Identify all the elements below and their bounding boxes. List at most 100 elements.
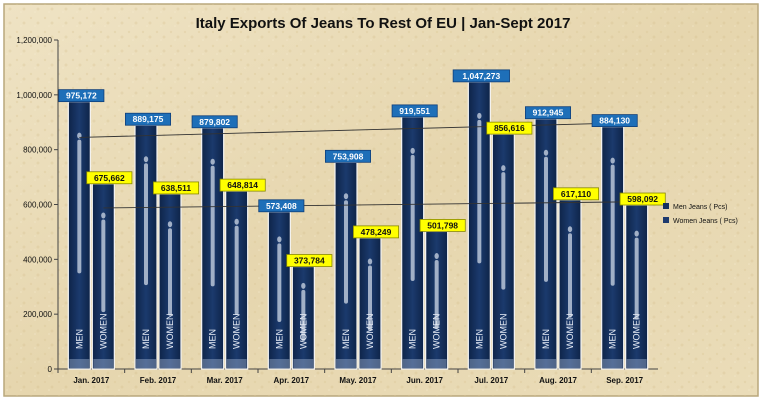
- svg-text:478,249: 478,249: [361, 227, 392, 237]
- svg-text:638,511: 638,511: [161, 183, 192, 193]
- x-tick-label: Aug. 2017: [539, 376, 577, 385]
- bar-women: WOMEN: [91, 183, 115, 370]
- bar-women: WOMEN: [558, 199, 582, 370]
- bar-text-men: MEN: [141, 329, 151, 349]
- data-label-women: 501,798: [419, 219, 466, 232]
- bar-women: WOMEN: [425, 230, 449, 370]
- bar-base-highlight: [469, 359, 490, 368]
- bar-base-highlight: [226, 359, 247, 368]
- svg-text:617,110: 617,110: [561, 189, 592, 199]
- bar-text-women: WOMEN: [565, 314, 575, 350]
- y-tick-label: 1,000,000: [16, 91, 52, 100]
- bar-text-men: MEN: [274, 329, 284, 349]
- bar-text-women: WOMEN: [498, 313, 508, 349]
- bar-base-highlight: [426, 359, 447, 368]
- bar-figure-icon: [410, 147, 415, 281]
- bar-base-highlight: [560, 359, 580, 368]
- bar-base-highlight: [69, 359, 90, 368]
- bar-text-men: MEN: [541, 329, 551, 349]
- data-label-men: 919,551: [391, 104, 438, 118]
- bar-text-women: WOMEN: [98, 314, 108, 350]
- x-tick-label: Apr. 2017: [274, 376, 310, 385]
- bar-women: WOMEN: [491, 133, 515, 370]
- bar-text-men: MEN: [74, 329, 84, 349]
- bar-men: MEN: [534, 118, 558, 370]
- svg-text:879,802: 879,802: [199, 117, 230, 127]
- svg-text:753,908: 753,908: [333, 151, 364, 161]
- data-label-men: 1,047,273: [452, 69, 510, 83]
- bar-men: MEN: [601, 126, 625, 370]
- bar-text-men: MEN: [608, 329, 618, 349]
- svg-text:919,551: 919,551: [399, 106, 430, 116]
- y-axis: 0 200,000 400,000 600,000 800,000 1,000,000 1,…: [16, 36, 59, 374]
- x-tick-label: Feb. 2017: [140, 376, 177, 385]
- bar-base-highlight: [160, 359, 180, 368]
- svg-text:975,172: 975,172: [66, 91, 97, 101]
- x-tick-label: Mar. 2017: [207, 376, 244, 385]
- trendline-women: [103, 201, 637, 209]
- bar-text-women: WOMEN: [432, 314, 442, 350]
- svg-text:889,175: 889,175: [133, 114, 164, 124]
- data-label-women: 675,662: [86, 171, 133, 185]
- legend-entry-women: Women Jeans ( Pcs): [673, 218, 738, 225]
- bar-base-highlight: [493, 359, 514, 368]
- bar-men: MEN: [67, 101, 91, 370]
- bar-figure-icon: [434, 253, 439, 329]
- bar-base-highlight: [626, 359, 647, 368]
- x-tick-label: Jan. 2017: [73, 376, 110, 385]
- y-tick-label: 0: [48, 365, 53, 374]
- data-label-women: 638,511: [152, 181, 199, 195]
- bar-men: MEN: [334, 161, 358, 370]
- svg-text:598,092: 598,092: [627, 194, 658, 204]
- legend: Men Jeans ( Pcs) Women Jeans ( Pcs): [663, 203, 738, 225]
- bar-base-highlight: [402, 359, 423, 368]
- bar-figure-icon: [143, 156, 149, 286]
- svg-text:1,047,273: 1,047,273: [462, 71, 500, 81]
- bar-base-highlight: [269, 359, 290, 368]
- bar-base-highlight: [536, 359, 556, 368]
- bar-figure-icon: [610, 157, 615, 286]
- bar-figure-icon: [77, 132, 82, 274]
- bar-men: MEN: [201, 127, 225, 370]
- bar-text-men: MEN: [341, 329, 351, 349]
- x-tick-label: Jun. 2017: [406, 376, 443, 385]
- bar-figure-icon: [234, 218, 239, 315]
- bar-figure-icon: [501, 165, 506, 290]
- bar-base-highlight: [360, 359, 380, 368]
- bar-figure-icon: [367, 258, 373, 332]
- bar-text-women: WOMEN: [232, 314, 242, 350]
- bar-base-highlight: [136, 359, 156, 368]
- data-label-men: 912,945: [525, 106, 572, 120]
- bar-text-men: MEN: [408, 329, 418, 349]
- bar-figure-icon: [277, 236, 282, 322]
- bar-figure-icon: [210, 158, 215, 287]
- data-label-women: 598,092: [619, 192, 666, 206]
- bar-men: MEN: [467, 81, 491, 370]
- svg-text:856,616: 856,616: [494, 123, 525, 133]
- svg-text:501,798: 501,798: [427, 220, 458, 230]
- data-label-women: 648,814: [219, 178, 266, 192]
- svg-text:912,945: 912,945: [533, 108, 564, 118]
- y-tick-label: 800,000: [23, 146, 52, 155]
- data-label-women: 856,616: [486, 121, 533, 135]
- bar-text-men: MEN: [208, 329, 218, 349]
- data-label-men: 975,172: [58, 89, 105, 103]
- bar-women: WOMEN: [625, 204, 649, 370]
- svg-text:573,408: 573,408: [266, 201, 297, 211]
- bar-figure-icon: [543, 149, 549, 282]
- bar-women: WOMEN: [358, 237, 382, 370]
- y-tick-label: 1,200,000: [16, 36, 52, 45]
- data-label-women: 617,110: [553, 187, 600, 201]
- data-label-women: 373,784: [286, 254, 333, 267]
- data-label-men: 753,908: [324, 149, 371, 163]
- data-labels: 975,172 675,662 889,175 638,511 879,802 648,8…: [58, 69, 666, 267]
- data-label-men: 573,408: [258, 199, 305, 213]
- data-label-men: 889,175: [125, 112, 172, 126]
- bar-figure-icon: [167, 221, 173, 316]
- bar-base-highlight: [93, 359, 114, 368]
- bar-men: MEN: [401, 116, 425, 370]
- data-label-men: 879,802: [191, 115, 238, 129]
- bar-women: WOMEN: [225, 190, 249, 370]
- bar-figure-icon: [343, 193, 349, 304]
